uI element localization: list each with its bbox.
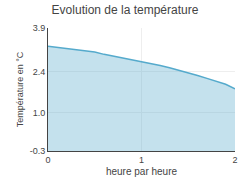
svg-text:1.0: 1.0 bbox=[33, 108, 46, 118]
svg-text:Evolution de la température: Evolution de la température bbox=[52, 3, 199, 17]
svg-text:-0.3: -0.3 bbox=[30, 146, 46, 156]
svg-text:0: 0 bbox=[45, 155, 50, 165]
svg-text:3.9: 3.9 bbox=[33, 23, 46, 33]
svg-text:1: 1 bbox=[139, 155, 144, 165]
svg-text:2.4: 2.4 bbox=[33, 67, 46, 77]
svg-text:Température en °C: Température en °C bbox=[15, 51, 25, 127]
svg-text:2: 2 bbox=[232, 155, 237, 165]
svg-text:heure par heure: heure par heure bbox=[106, 166, 178, 177]
